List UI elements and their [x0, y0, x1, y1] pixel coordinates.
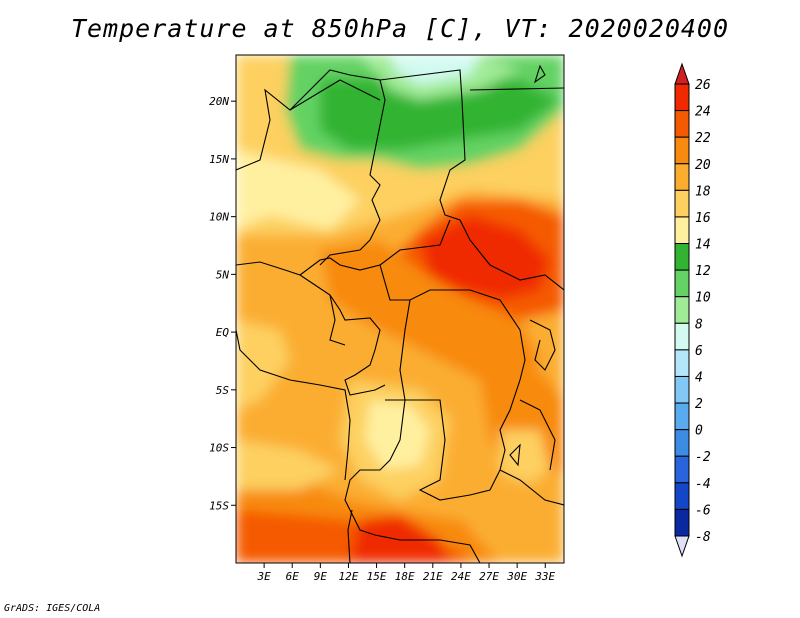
colorbar-swatch — [674, 163, 690, 191]
colorbar-label: 8 — [695, 317, 703, 332]
lat-tick-label: 15N — [209, 153, 229, 166]
temperature-field — [236, 55, 564, 563]
colorbar-label: 6 — [695, 344, 703, 359]
colorbar-swatch — [674, 110, 690, 138]
lat-tick-label: 10S — [209, 442, 229, 455]
colorbar-label: 4 — [695, 370, 703, 385]
colorbar-swatch — [674, 296, 690, 324]
grads-credit: GrADS: IGES/COLA — [4, 603, 101, 614]
lon-tick-label: 6E — [286, 570, 300, 583]
colorbar-label: -2 — [695, 450, 711, 465]
lat-tick-label: 10N — [209, 211, 229, 224]
colorbar-label: 24 — [695, 105, 711, 120]
lon-tick-label: 18E — [395, 570, 415, 583]
colorbar-swatch — [674, 455, 690, 484]
colorbar-swatch — [674, 243, 690, 271]
lat-tick-label: 5S — [216, 384, 230, 397]
colorbar-swatch — [674, 322, 690, 351]
map-title: Temperature at 850hPa [C], VT: 202002040… — [70, 14, 730, 43]
lon-tick-label: 9E — [314, 570, 328, 583]
lat-tick-label: 5N — [216, 268, 230, 281]
colorbar-label: 2 — [695, 397, 703, 412]
country-borders — [236, 64, 564, 563]
colorbar-swatch — [674, 375, 690, 404]
map-frame — [235, 54, 565, 564]
lat-tick-label: 20N — [209, 95, 229, 108]
lon-tick-label: 12E — [339, 570, 359, 583]
colorbar-swatch — [674, 482, 690, 510]
colorbar-swatch — [674, 429, 690, 457]
colorbar-label: 0 — [695, 424, 703, 439]
lon-tick-label: 21E — [423, 570, 443, 583]
colorbar-label: 18 — [695, 184, 711, 199]
lon-tick-label: 15E — [367, 570, 387, 583]
lat-tick-label: 15S — [209, 499, 229, 512]
colorbar-label: -8 — [695, 530, 711, 545]
colorbar-label: -4 — [695, 477, 711, 492]
colorbar-swatch — [674, 83, 690, 112]
colorbar-label: 20 — [695, 158, 711, 173]
colorbar-label: 10 — [695, 291, 711, 306]
colorbar-swatch — [674, 189, 690, 218]
lon-tick-label: 27E — [479, 570, 499, 583]
colorbar-swatch — [674, 402, 690, 431]
colorbar-label: 12 — [695, 264, 711, 279]
lon-tick-label: 30E — [506, 570, 527, 583]
colorbar-swatch — [674, 216, 690, 245]
colorbar-label: -6 — [695, 503, 711, 518]
colorbar-label: 16 — [695, 211, 711, 226]
latitude-axis: 20N 15N 10N 5N EQ 5S 10S 15S — [209, 95, 236, 512]
longitude-axis: 3E 6E 9E 12E 15E 18E 21E 24E 27E 30E 33E — [256, 563, 556, 583]
lon-tick-label: 3E — [256, 570, 271, 583]
colorbar-label: 26 — [695, 78, 711, 93]
colorbar-top-arrow — [674, 62, 690, 85]
colorbar-bottom-arrow — [674, 535, 690, 558]
lon-tick-label: 24E — [451, 570, 471, 583]
lon-tick-label: 33E — [534, 570, 555, 583]
lat-tick-label: EQ — [216, 326, 230, 339]
colorbar-label: 22 — [695, 131, 711, 146]
colorbar-label: 14 — [695, 238, 711, 253]
colorbar-swatch — [674, 508, 690, 537]
colorbar-swatch — [674, 349, 690, 377]
colorbar-swatch — [674, 269, 690, 298]
colorbar-swatch — [674, 136, 690, 165]
